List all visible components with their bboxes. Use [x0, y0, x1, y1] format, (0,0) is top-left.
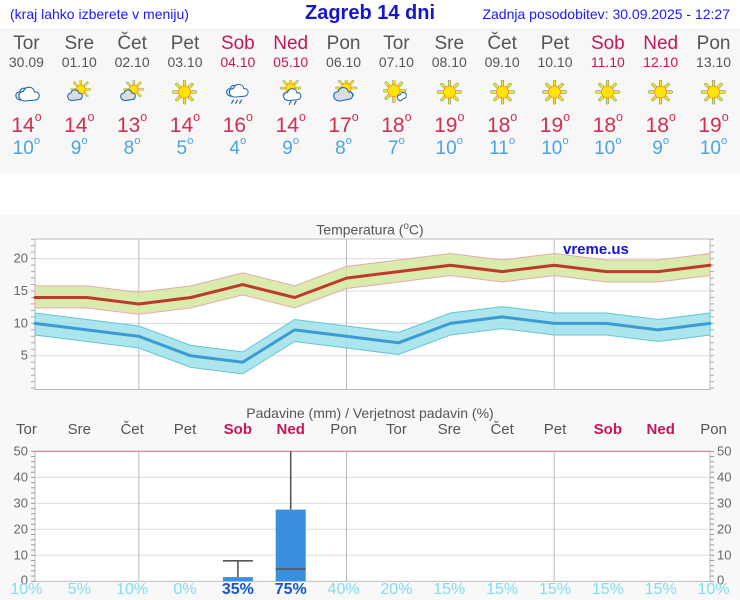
svg-text:50: 50 [14, 443, 28, 458]
svg-text:30: 30 [14, 495, 28, 510]
svg-text:5: 5 [21, 348, 28, 363]
svg-text:vreme.us: vreme.us [563, 241, 629, 258]
svg-text:10: 10 [717, 547, 731, 562]
svg-text:20: 20 [14, 521, 28, 536]
svg-text:10: 10 [14, 547, 28, 562]
svg-text:40: 40 [14, 469, 28, 484]
svg-text:50: 50 [717, 443, 731, 458]
svg-text:20: 20 [717, 521, 731, 536]
svg-text:30: 30 [717, 495, 731, 510]
svg-text:10: 10 [14, 315, 28, 330]
svg-text:20: 20 [14, 251, 28, 266]
svg-text:15: 15 [14, 283, 28, 298]
svg-text:40: 40 [717, 469, 731, 484]
